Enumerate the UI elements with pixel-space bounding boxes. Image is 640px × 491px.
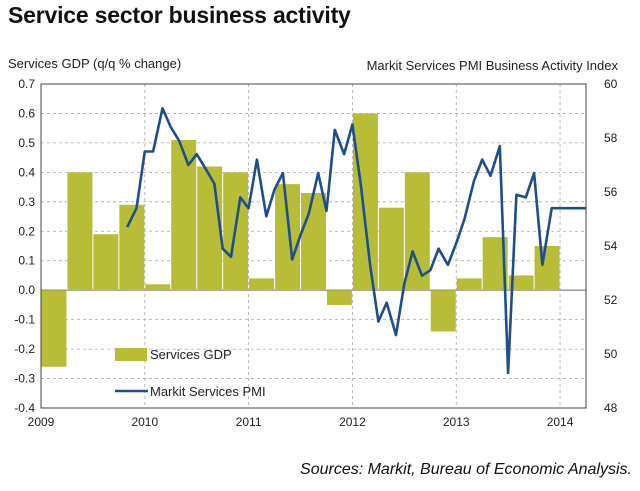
x-tick-label: 2010 (131, 415, 158, 429)
source-note: Sources: Markit, Bureau of Economic Anal… (300, 461, 632, 478)
gdp-bar (534, 246, 560, 291)
gdp-bar (301, 192, 326, 291)
gdp-bar (171, 139, 197, 291)
gdp-bar (378, 207, 404, 291)
x-tick-label: 2011 (236, 415, 262, 429)
gdp-bar (508, 275, 534, 291)
gdp-bar (41, 290, 67, 367)
left-tick-label: 0.3 (18, 195, 35, 209)
gdp-bar (352, 113, 378, 291)
left-tick-label: -0.3 (14, 372, 35, 386)
legend-label-gdp: Services GDP (150, 347, 232, 362)
pmi-line (126, 107, 586, 375)
x-tick-label: 2009 (28, 415, 55, 429)
axes: 0.7 0.6 0.5 0.4 0.3 0.2 0.1 0.0 -0.1 -0.2 -0.3 -0.4… (14, 77, 617, 429)
legend-label-pmi: Markit Services PMI (150, 384, 266, 399)
left-tick-label: -0.4 (14, 401, 35, 415)
left-tick-label: -0.2 (14, 342, 35, 356)
x-tick-label: 2014 (547, 415, 574, 429)
gdp-bar (430, 290, 456, 332)
legend-swatch-gdp (115, 348, 147, 361)
left-tick-label: 0.2 (18, 224, 35, 238)
left-tick-label: 0.4 (18, 165, 35, 179)
gdp-bars (41, 113, 560, 367)
gdp-bar (93, 234, 119, 291)
left-tick-label: 0.7 (18, 77, 35, 91)
legend: Services GDP Markit Services PMI (115, 347, 266, 399)
plot-frame (40, 83, 587, 409)
chart-title: Service sector business activity (8, 2, 351, 28)
right-tick-label: 48 (604, 401, 618, 415)
right-tick-label: 60 (604, 77, 618, 91)
x-tick-label: 2013 (443, 415, 470, 429)
right-tick-label: 50 (604, 347, 618, 361)
right-tick-label: 58 (604, 131, 618, 145)
left-tick-label: 0.1 (18, 254, 35, 268)
gdp-bar (275, 184, 301, 291)
gdp-bar (326, 290, 352, 305)
gdp-bar (67, 172, 93, 291)
gdp-bar (456, 278, 482, 291)
left-axis-label: Services GDP (q/q % change) (8, 56, 182, 71)
gdp-bar (197, 166, 223, 291)
left-tick-label: 0.0 (18, 283, 35, 297)
right-tick-label: 54 (604, 239, 618, 253)
gdp-bar (145, 284, 171, 291)
left-tick-label: 0.6 (18, 106, 35, 120)
pmi-line-group (126, 107, 586, 375)
x-tick-label: 2012 (339, 415, 366, 429)
left-tick-label: 0.5 (18, 136, 35, 150)
right-tick-label: 56 (604, 185, 618, 199)
right-tick-label: 52 (604, 293, 618, 307)
left-tick-label: -0.1 (14, 313, 35, 327)
gdp-bar (249, 278, 275, 291)
right-axis-label: Markit Services PMI Business Activity In… (366, 58, 618, 73)
